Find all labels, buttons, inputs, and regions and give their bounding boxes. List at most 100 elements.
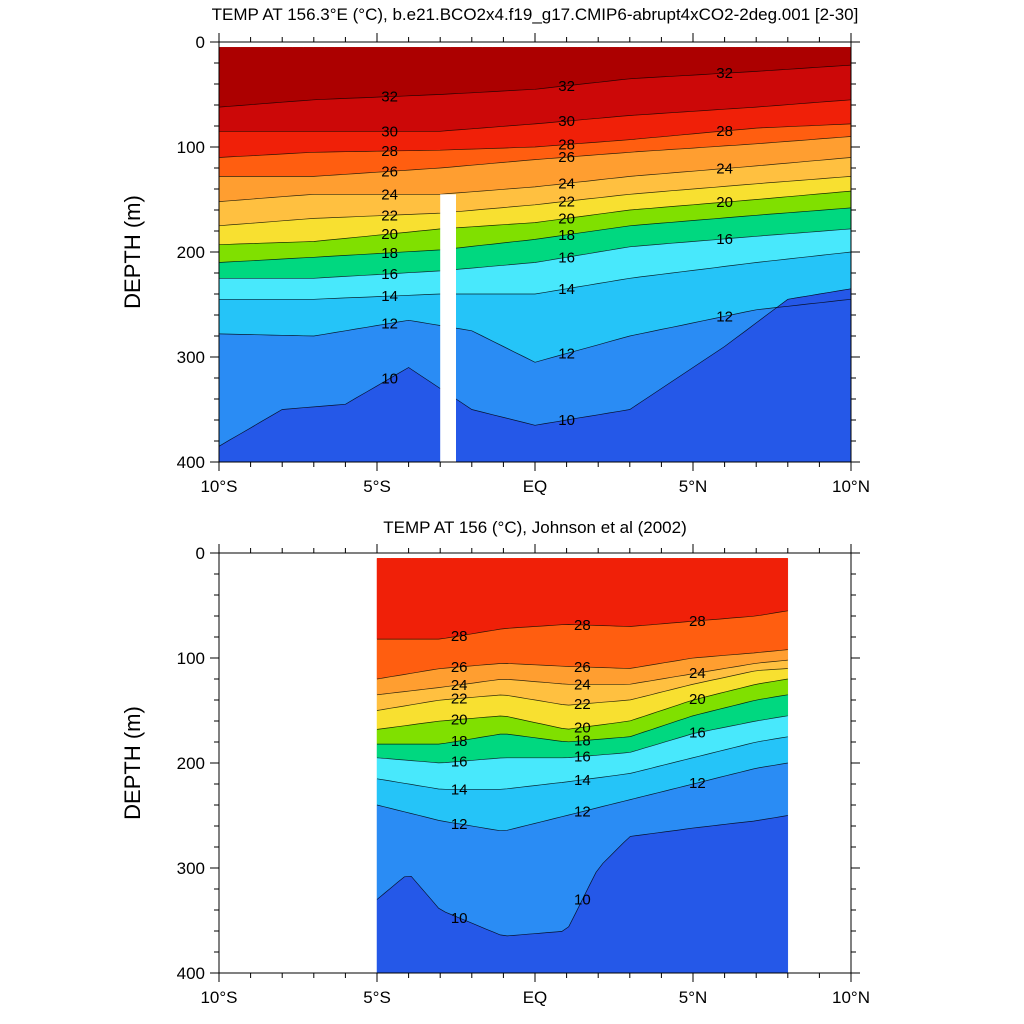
isotherm-line bbox=[376, 736, 788, 790]
isotherm-label: 28 bbox=[689, 613, 706, 630]
isotherm-label: 24 bbox=[451, 677, 468, 694]
isotherm-label: 14 bbox=[451, 781, 468, 798]
isotherm-label: 12 bbox=[716, 308, 733, 325]
isotherm-line bbox=[377, 694, 788, 745]
isotherm-label: 10 bbox=[558, 412, 575, 429]
isotherm-line bbox=[218, 123, 852, 158]
isotherm-label: 28 bbox=[451, 628, 468, 645]
panel-model-title: TEMP AT 156.3°E (°C), b.e21.BCO2x4.f19_g… bbox=[212, 5, 859, 24]
isotherm-line bbox=[376, 762, 788, 832]
isotherm-label: 20 bbox=[574, 719, 591, 736]
isotherm-label: 18 bbox=[558, 227, 575, 244]
isotherm-label: 24 bbox=[574, 676, 591, 693]
isotherm-label: 20 bbox=[689, 691, 706, 708]
isotherm-line bbox=[376, 668, 788, 711]
isotherm-label: 10 bbox=[451, 910, 468, 927]
isotherm-label: 12 bbox=[558, 346, 575, 363]
isotherm-label: 14 bbox=[558, 281, 575, 298]
y-tick-label: 200 bbox=[177, 243, 205, 262]
isotherm-label: 28 bbox=[558, 137, 575, 154]
isotherm-line bbox=[219, 228, 852, 279]
isotherm-label: 20 bbox=[558, 210, 575, 227]
isotherm-line bbox=[219, 251, 852, 300]
isotherm-label: 28 bbox=[381, 143, 398, 160]
x-tick-label: 10°S bbox=[200, 477, 237, 496]
isotherm-label: 16 bbox=[689, 725, 706, 742]
isotherm-label: 20 bbox=[451, 711, 468, 728]
isotherm-line bbox=[218, 176, 852, 227]
panel-model-contours bbox=[218, 47, 852, 463]
isotherm-label: 24 bbox=[558, 175, 575, 192]
isotherm-label: 20 bbox=[716, 194, 733, 211]
isotherm-label: 32 bbox=[381, 89, 398, 106]
panel-model: 10°S 5°S EQ 5°N 10°N 0 100 200 300 400 32 32 32 30 30… bbox=[120, 5, 870, 496]
x-tick-label: 5°S bbox=[363, 988, 391, 1007]
isotherm-label: 28 bbox=[716, 123, 733, 140]
isotherm-label: 28 bbox=[574, 617, 591, 634]
isotherm-line bbox=[218, 157, 852, 202]
panel-model-ticks: 10°S 5°S EQ 5°N 10°N 0 100 200 300 400 bbox=[177, 33, 870, 496]
isotherm-line bbox=[219, 99, 852, 132]
isotherm-label: 22 bbox=[381, 207, 398, 224]
panel-model-ylabel: DEPTH (m) bbox=[120, 195, 145, 309]
y-tick-label: 200 bbox=[177, 754, 205, 773]
isotherm-line bbox=[376, 715, 788, 764]
isotherm-label: 12 bbox=[381, 315, 398, 332]
missing-data-band bbox=[440, 194, 456, 463]
isotherm-line bbox=[376, 815, 788, 937]
panel-obs-title: TEMP AT 156 (°C), Johnson et al (2002) bbox=[383, 518, 687, 537]
panel-obs-ticks: 10°S 5°S EQ 5°N 10°N 0 100 200 300 400 bbox=[177, 544, 870, 1007]
isotherm-label: 26 bbox=[558, 149, 575, 166]
isotherm-label: 16 bbox=[574, 748, 591, 765]
x-tick-label: 10°S bbox=[200, 988, 237, 1007]
y-tick-label: 100 bbox=[177, 138, 205, 157]
y-tick-label: 400 bbox=[177, 453, 205, 472]
isotherm-label: 14 bbox=[381, 288, 398, 305]
isotherm-label: 30 bbox=[558, 113, 575, 130]
isotherm-label: 16 bbox=[716, 231, 733, 248]
isotherm-label: 20 bbox=[381, 226, 398, 243]
isotherm-label: 22 bbox=[574, 696, 591, 713]
x-tick-label: EQ bbox=[523, 477, 548, 496]
isotherm-label: 14 bbox=[574, 772, 591, 789]
isotherm-line bbox=[218, 288, 852, 447]
x-tick-label: 5°S bbox=[363, 477, 391, 496]
isotherm-label: 22 bbox=[558, 193, 575, 210]
isotherm-label: 24 bbox=[689, 665, 706, 682]
x-tick-label: 5°N bbox=[679, 477, 708, 496]
isotherm-line bbox=[219, 136, 852, 177]
y-tick-label: 0 bbox=[196, 544, 205, 563]
isotherm-label: 26 bbox=[381, 163, 398, 180]
isotherm-label: 18 bbox=[451, 733, 468, 750]
isotherm-label: 18 bbox=[574, 733, 591, 750]
isotherm-label: 24 bbox=[716, 161, 733, 178]
isotherm-label: 26 bbox=[574, 659, 591, 676]
isotherm-line bbox=[218, 190, 852, 246]
y-tick-label: 0 bbox=[196, 33, 205, 52]
panel-obs-ylabel: DEPTH (m) bbox=[120, 706, 145, 820]
isotherm-label: 26 bbox=[451, 659, 468, 676]
isotherm-label: 16 bbox=[381, 266, 398, 283]
isotherm-line bbox=[377, 610, 788, 640]
isotherm-label: 32 bbox=[716, 65, 733, 82]
isotherm-line bbox=[218, 207, 852, 263]
x-tick-label: 10°N bbox=[832, 988, 870, 1007]
panel-obs: 10°S 5°S EQ 5°N 10°N 0 100 200 300 400 28 28 28 26 26… bbox=[120, 518, 870, 1007]
isotherm-line bbox=[376, 659, 788, 696]
isotherm-label: 18 bbox=[381, 245, 398, 262]
isotherm-label: 10 bbox=[381, 371, 398, 388]
isotherm-label: 16 bbox=[558, 249, 575, 266]
isotherm-line bbox=[218, 298, 852, 363]
panel-obs-contours bbox=[376, 558, 789, 974]
isotherm-line bbox=[376, 678, 788, 730]
isotherm-line bbox=[218, 64, 852, 108]
isotherm-line bbox=[376, 649, 788, 680]
isotherm-label: 16 bbox=[451, 753, 468, 770]
isotherm-label: 32 bbox=[558, 78, 575, 95]
x-tick-label: EQ bbox=[523, 988, 548, 1007]
x-tick-label: 5°N bbox=[679, 988, 708, 1007]
y-tick-label: 300 bbox=[177, 348, 205, 367]
isotherm-label: 10 bbox=[574, 892, 591, 909]
